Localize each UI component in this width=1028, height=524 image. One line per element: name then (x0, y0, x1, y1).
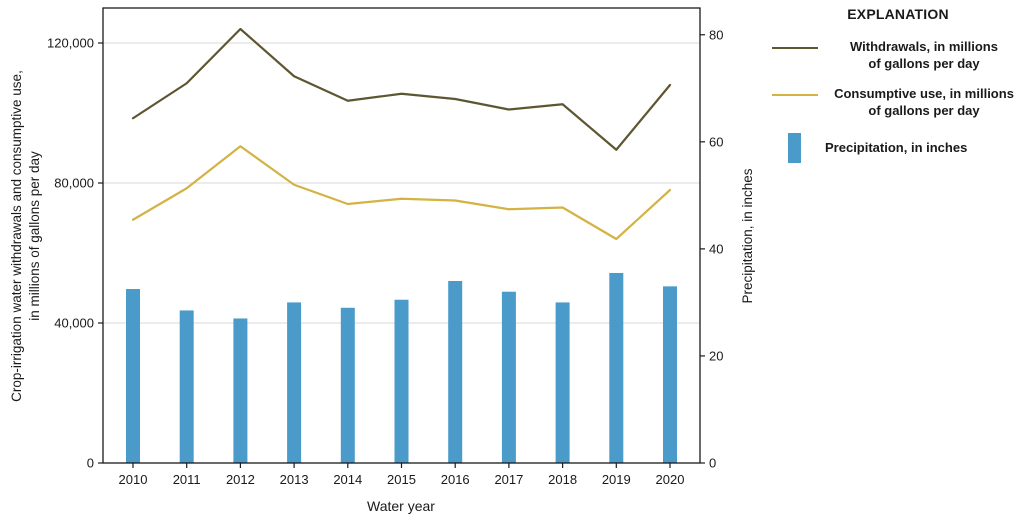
svg-text:2010: 2010 (119, 472, 148, 487)
svg-text:2020: 2020 (656, 472, 685, 487)
precipitation-bar-swatch (788, 132, 801, 163)
svg-text:2011: 2011 (173, 472, 201, 487)
legend-item-withdrawals: Withdrawals, in millions of gallons per … (772, 38, 1024, 72)
svg-text:2015: 2015 (387, 472, 416, 487)
svg-text:2018: 2018 (548, 472, 577, 487)
svg-text:60: 60 (709, 134, 723, 149)
svg-text:0: 0 (87, 456, 94, 471)
left-axis-title-line2: in millions of gallons per day (27, 151, 42, 321)
legend-item-consumptive-use: Consumptive use, in millions of gallons … (772, 85, 1024, 119)
svg-text:2012: 2012 (226, 472, 255, 487)
legend-label-consumptive-use: Consumptive use, in millions of gallons … (834, 86, 1014, 119)
legend-title: EXPLANATION (847, 6, 949, 22)
left-axis-title: Crop-irrigation water withdrawals and co… (8, 0, 44, 476)
right-axis-title: Precipitation, in inches (740, 168, 756, 304)
svg-text:0: 0 (709, 456, 716, 471)
svg-text:40: 40 (709, 241, 723, 256)
svg-text:2013: 2013 (280, 472, 309, 487)
svg-text:80: 80 (709, 27, 723, 42)
x-axis-title: Water year (367, 498, 435, 514)
left-axis-title-line1: Crop-irrigation water withdrawals and co… (9, 70, 25, 402)
svg-text:40,000: 40,000 (54, 316, 94, 331)
withdrawals-line-swatch (772, 47, 818, 49)
svg-text:80,000: 80,000 (54, 176, 94, 191)
legend: EXPLANATION Withdrawals, in millions of … (772, 6, 1024, 176)
legend-label-withdrawals: Withdrawals, in millions of gallons per … (850, 39, 998, 72)
svg-text:2017: 2017 (494, 472, 523, 487)
svg-text:120,000: 120,000 (47, 36, 94, 51)
legend-item-precipitation: Precipitation, in inches (772, 132, 1024, 163)
legend-label-precipitation: Precipitation, in inches (825, 140, 968, 156)
svg-text:20: 20 (709, 348, 723, 363)
svg-text:2014: 2014 (333, 472, 362, 487)
consumptive-use-line-swatch (772, 94, 818, 97)
svg-text:2016: 2016 (441, 472, 470, 487)
svg-text:2019: 2019 (602, 472, 631, 487)
